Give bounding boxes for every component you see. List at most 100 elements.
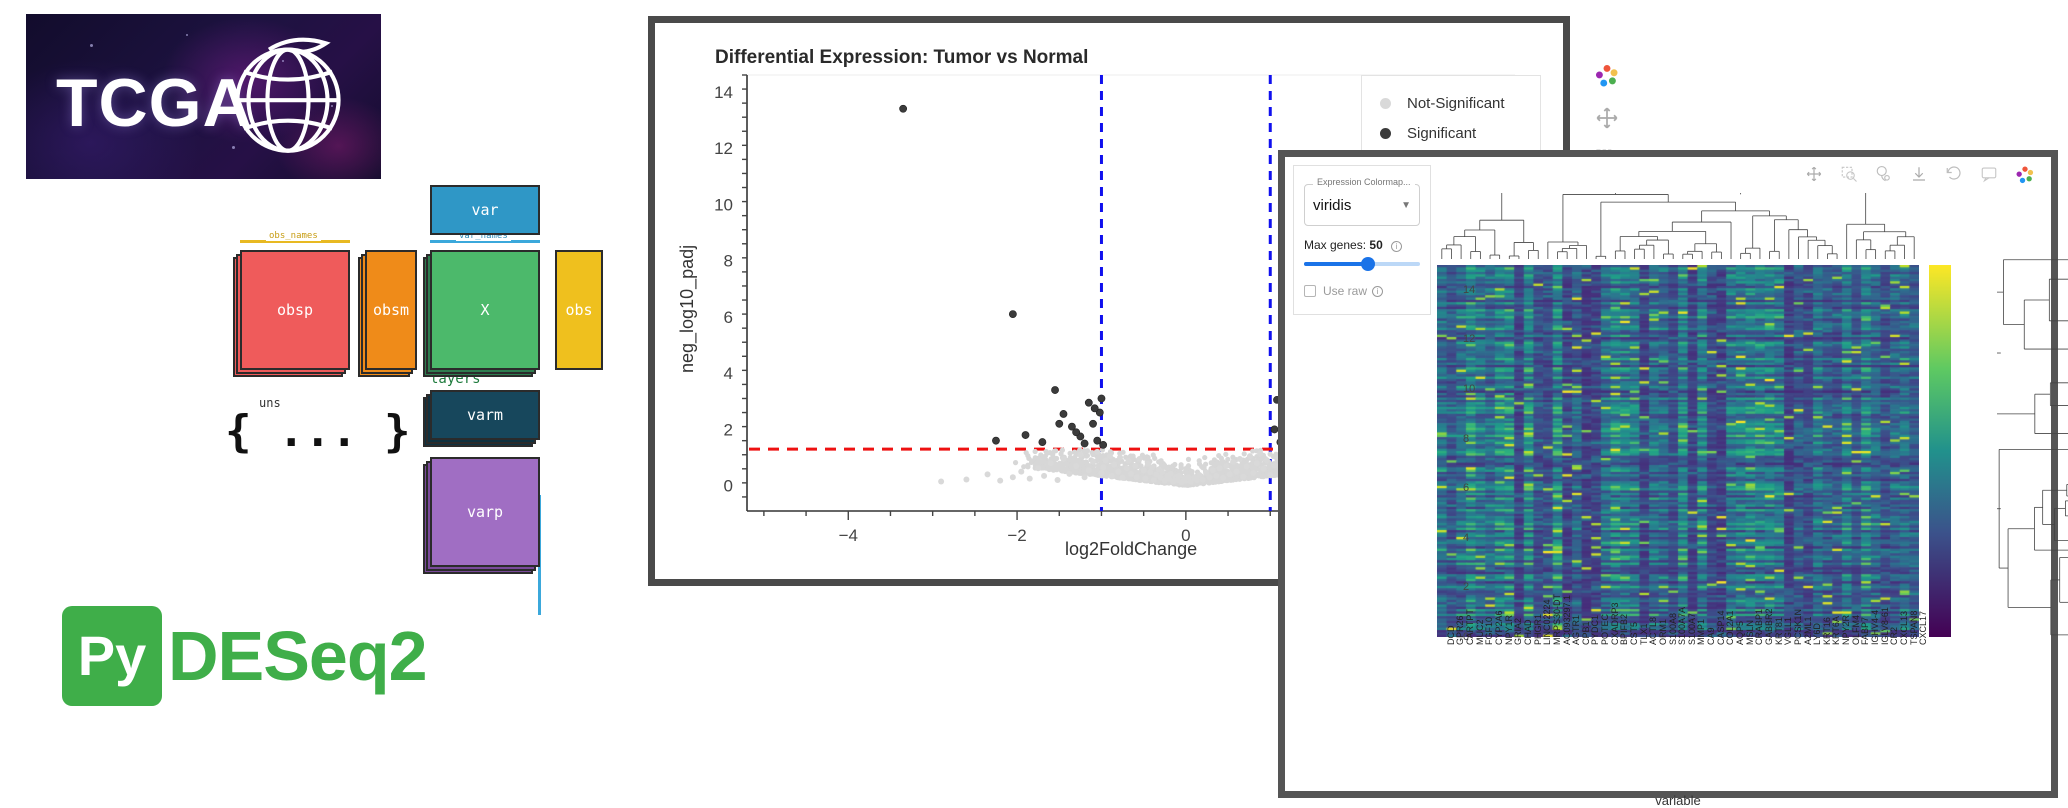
gene-label: CXCL17 — [1918, 611, 1928, 645]
globe-icon — [209, 18, 367, 179]
gene-label: CRABP1 — [1754, 609, 1764, 645]
gene-label: IGHV4-4 — [1870, 610, 1880, 645]
expression-heatmap[interactable] — [1437, 265, 1919, 637]
plotly-logo-icon[interactable] — [1594, 63, 1620, 89]
anndata-uns-glyph: { ... } — [225, 410, 410, 454]
gene-label: VGLL1 — [1783, 617, 1793, 645]
colorbar-tick: 10 — [1463, 383, 1475, 395]
anndata-label-x: X — [480, 301, 489, 319]
gene-label: MRPS30-DT — [1552, 594, 1562, 645]
gene-label: CR2 — [1889, 627, 1899, 645]
use-raw-checkbox-row[interactable]: Use raw i — [1304, 284, 1420, 298]
gene-label: PYDC1 — [1590, 615, 1600, 645]
colormap-select[interactable]: Expression Colormap... viridis ▼ — [1304, 184, 1420, 226]
pan-icon[interactable] — [1805, 165, 1831, 191]
legend-dot-not-significant — [1380, 98, 1391, 109]
pydeseq2-py-block: Py — [62, 606, 162, 706]
legend-item-not-significant[interactable]: Not-Significant — [1380, 88, 1540, 118]
gene-label: FABP7 — [1860, 617, 1870, 645]
anndata-label-varm: varm — [467, 406, 503, 424]
svg-text:2: 2 — [724, 420, 733, 439]
use-raw-checkbox[interactable] — [1304, 285, 1316, 297]
pydeseq2-py-text: Py — [62, 606, 162, 706]
gene-label: NPY2R — [1841, 615, 1851, 645]
gene-label: PCSK1N — [1793, 609, 1803, 645]
gene-label: COL2A1 — [1725, 610, 1735, 645]
svg-text:0: 0 — [724, 477, 733, 496]
gene-label: CXCL13 — [1899, 611, 1909, 645]
comment-icon[interactable] — [1980, 165, 2006, 191]
max-genes-value: 50 — [1369, 238, 1382, 252]
use-raw-label: Use raw — [1323, 284, 1367, 298]
volcano-x-axis-label: log2FoldChange — [1065, 539, 1197, 560]
legend-item-significant[interactable]: Significant — [1380, 118, 1540, 148]
gene-label: A2ML1 — [1803, 616, 1813, 645]
expression-colorbar — [1929, 265, 1951, 637]
anndata-label-obsp: obsp — [277, 301, 313, 319]
info-icon-max-genes[interactable]: i — [1391, 241, 1402, 252]
gene-label: S100A7A — [1677, 607, 1687, 645]
legend-label-not-significant: Not-Significant — [1407, 95, 1505, 112]
gene-label: ORM1 — [1658, 619, 1668, 645]
colorbar-tick: 2 — [1463, 581, 1469, 593]
pan-icon[interactable] — [1594, 105, 1620, 131]
gene-label: CHAD — [1523, 619, 1533, 645]
heatmap-x-axis-title: variable — [1437, 793, 1919, 808]
gene-label: AQP5 — [1735, 621, 1745, 645]
svg-text:10: 10 — [714, 195, 733, 214]
max-genes-slider-fill — [1304, 262, 1364, 266]
anndata-schema-diagram: obs_names var_names layers var_names obs… — [240, 195, 640, 585]
heatmap-body: 0 2 4 6 8 10 12 14 DCD GPR26 CARTPT MUC2 FGF10 CYP2A… — [1437, 193, 2041, 781]
colorbar-tick: 12 — [1463, 333, 1475, 345]
gene-label: BPIFB2 — [1619, 614, 1629, 645]
anndata-label-obsm: obsm — [373, 301, 409, 319]
colormap-select-label: Expression Colormap... — [1313, 177, 1415, 187]
gene-label: POTEC — [1600, 614, 1610, 645]
column-dendrogram — [1437, 193, 1919, 261]
connector-obs-names-label: obs_names — [266, 231, 321, 241]
legend-dot-significant — [1380, 128, 1391, 139]
svg-text:6: 6 — [724, 308, 733, 327]
max-genes-row: Max genes: 50 i — [1304, 238, 1420, 252]
svg-text:−2: −2 — [1007, 526, 1026, 545]
reset-icon[interactable] — [1945, 165, 1971, 191]
volcano-y-axis-label: neg_log10_padj — [677, 245, 698, 373]
anndata-label-varp: varp — [467, 503, 503, 521]
pydeseq2-logo: Py DESeq2 — [62, 606, 427, 706]
tcga-logo: TCGA — [26, 14, 381, 179]
max-genes-slider-knob[interactable] — [1361, 257, 1375, 271]
gene-label: MMP1 — [1696, 619, 1706, 645]
gene-label: LINC02224 — [1542, 599, 1552, 645]
pydeseq2-deseq-text: DESeq2 — [168, 616, 427, 696]
legend-label-significant: Significant — [1407, 125, 1476, 142]
zoom-box-icon[interactable] — [1840, 165, 1866, 191]
heatmap-gene-labels: DCD GPR26 CARTPT MUC2 FGF10 CYP2A6 NPY1R GRIA2 C… — [1437, 641, 1919, 791]
info-icon-use-raw[interactable]: i — [1372, 286, 1383, 297]
heatmap-window: Expression Colormap... viridis ▼ Max gen… — [1278, 150, 2058, 798]
gene-label: KRT6A — [1831, 616, 1841, 645]
heatmap-modebar — [1805, 165, 2041, 191]
colormap-select-value: viridis — [1313, 197, 1351, 214]
colorbar-tick: 8 — [1463, 433, 1469, 445]
gene-label: CA9 — [1706, 627, 1716, 645]
gene-label: LY6D — [1812, 623, 1822, 645]
colorbar-tick: 4 — [1463, 532, 1469, 544]
chevron-down-icon[interactable]: ▼ — [1401, 200, 1411, 211]
svg-text:14: 14 — [714, 83, 733, 102]
anndata-label-var: var — [471, 201, 498, 219]
lasso-select-icon[interactable] — [1875, 165, 1901, 191]
colorbar-tick: 14 — [1463, 284, 1475, 296]
max-genes-slider[interactable] — [1304, 262, 1420, 266]
gene-label: FGF10 — [1484, 617, 1494, 645]
svg-text:4: 4 — [724, 364, 733, 383]
colorbar-tick: 6 — [1463, 482, 1469, 494]
anndata-label-obs: obs — [565, 301, 592, 319]
gene-label: GPR26 — [1455, 615, 1465, 645]
gene-label: AC093297.1 — [1562, 595, 1572, 645]
svg-text:8: 8 — [724, 252, 733, 271]
svg-text:12: 12 — [714, 139, 733, 158]
download-icon[interactable] — [1910, 165, 1936, 191]
gene-label: CYP2A6 — [1494, 610, 1504, 645]
plotly-logo-icon[interactable] — [2015, 165, 2041, 191]
gene-label: AGTR1 — [1571, 615, 1581, 645]
